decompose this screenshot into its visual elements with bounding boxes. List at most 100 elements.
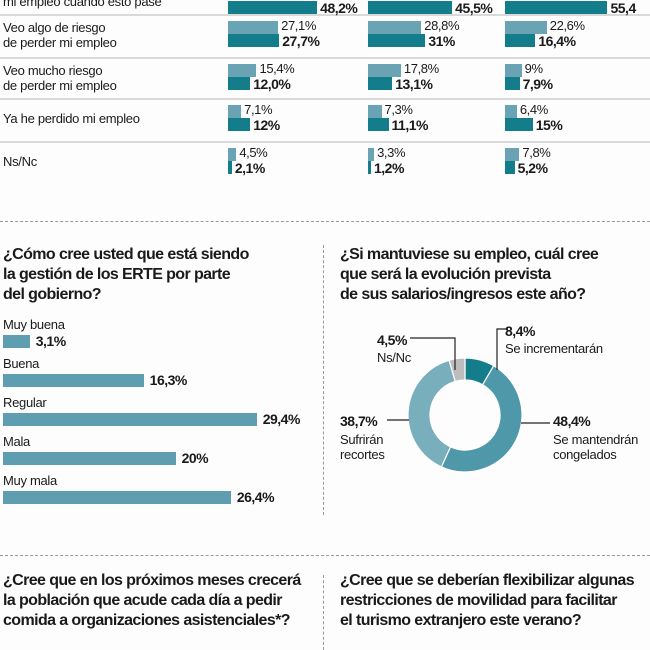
bar-dark [505, 77, 520, 90]
bar [3, 413, 257, 426]
bar-light [505, 105, 517, 118]
label-line: recortes [340, 447, 385, 462]
row-label: mi empleo cuando esto pase [3, 0, 162, 9]
row-label: Veo mucho riesgo de perder mi empleo [3, 63, 117, 93]
value-label-light: 7,8% [522, 145, 551, 160]
bar-light [368, 64, 401, 77]
leader-line [496, 328, 508, 370]
row-divider [0, 57, 650, 59]
bar-category-label: Buena [3, 356, 40, 371]
bar-dark [368, 118, 389, 131]
value-label-dark: 31% [428, 33, 455, 49]
label-line: Se mantendrán [553, 432, 638, 447]
title-line: el turismo extranjero este verano? [340, 612, 582, 629]
value-label-light: 27,1% [281, 18, 316, 33]
slice-label-nsnc: Ns/Nc [377, 350, 411, 365]
erte-question-title: ¿Cómo cree usted que está siendo la gest… [3, 245, 249, 305]
bar-dark [368, 77, 393, 90]
label-line: de perder mi empleo [3, 35, 117, 50]
bar-light [368, 148, 375, 161]
bar-light [505, 21, 547, 34]
bar-dark [228, 1, 318, 14]
label-line: congelados [553, 447, 617, 462]
row-label: Veo algo de riesgo de perder mi empleo [3, 20, 117, 50]
value-label-light: 22,6% [549, 18, 585, 33]
bar-dark [228, 118, 251, 131]
bar-category-label: Mala [3, 434, 30, 449]
row-label: Ya he perdido mi empleo [3, 111, 140, 126]
value-label-light: 7,1% [244, 102, 273, 117]
bar-light [228, 21, 279, 34]
bar [3, 491, 231, 504]
salary-donut-chart [387, 328, 550, 473]
bar-value-label: 29,4% [262, 411, 301, 427]
bar-value-label: 16,3% [149, 372, 188, 388]
label-line: Sufrirán [340, 432, 384, 447]
title-line: comida a organizaciones asistenciales*? [3, 612, 291, 629]
row-divider [0, 14, 650, 16]
value-label-dark: 16,4% [538, 33, 576, 49]
value-label-light: 6,4% [519, 102, 548, 117]
slice-value-cuts: 38,7% [340, 413, 378, 429]
value-label-dark: 2,1% [234, 160, 265, 176]
title-line: la población que acude cada día a pedir [3, 592, 283, 609]
bar-dark [368, 1, 453, 14]
label-line: Veo mucho riesgo [3, 63, 103, 78]
bar [3, 452, 176, 465]
bar-light [505, 64, 522, 77]
bar-dark [505, 118, 533, 131]
label-line: Ns/Nc [3, 154, 37, 169]
value-label-dark: 1,2% [374, 160, 404, 176]
bar-light [505, 148, 520, 161]
tourism-question-title: ¿Cree que se deberían flexibilizar algun… [340, 571, 635, 631]
bar-dark [228, 161, 232, 174]
bar-category-label: Muy mala [3, 473, 57, 488]
title-line: de sus salarios/ingresos este año? [340, 286, 586, 303]
bar-dark [228, 34, 280, 47]
label-line: Veo algo de riesgo [3, 20, 106, 35]
value-label-dark: 11,1% [391, 117, 429, 133]
bar-category-label: Muy buena [3, 317, 65, 332]
title-line: ¿Cree que se deberían flexibilizar algun… [340, 572, 635, 589]
value-label-dark: 12,0% [253, 76, 291, 92]
value-label-dark: 55,4 [610, 0, 636, 16]
column-divider [323, 245, 324, 515]
bar-dark [368, 34, 426, 47]
row-label: Ns/Nc [3, 154, 37, 169]
column-divider [323, 575, 324, 650]
food-aid-question-title: ¿Cree que en los próximos meses crecerá … [3, 571, 301, 631]
bar-value-label: 20% [181, 450, 209, 466]
value-label-dark: 15% [535, 117, 563, 133]
bar [3, 335, 30, 348]
value-label-light: 28,8% [424, 18, 460, 33]
bar-light [368, 105, 382, 118]
title-line: ¿Cómo cree usted que está siendo [3, 246, 249, 263]
value-label-light: 3,3% [377, 145, 406, 160]
slice-value-frozen: 48,4% [553, 413, 591, 429]
salary-question-title: ¿Si mantuviese su empleo, cuál cree que … [340, 245, 599, 305]
label-line: de perder mi empleo [3, 78, 117, 93]
slice-value-nsnc: 4,5% [377, 332, 407, 348]
bar-light [368, 21, 422, 34]
value-label-dark: 48,2% [320, 0, 358, 16]
value-label-dark: 13,1% [395, 76, 433, 92]
bar [3, 374, 144, 387]
bar-value-label: 26,4% [236, 489, 275, 505]
donut-slice [407, 359, 456, 468]
bar-light [228, 148, 237, 161]
bar-dark [505, 161, 515, 174]
value-label-light: 4,5% [239, 145, 268, 160]
slice-label-cuts: Sufrirán recortes [340, 432, 385, 462]
donut-slice [440, 364, 523, 473]
slice-label-frozen: Se mantendrán congelados [553, 432, 638, 462]
bar-light [228, 105, 242, 118]
bar-dark [368, 161, 371, 174]
bar-dark [228, 77, 251, 90]
leader-line [410, 337, 456, 370]
title-line: restricciones de movilidad para facilita… [340, 592, 617, 609]
value-label-light: 15,4% [259, 61, 295, 76]
slice-label-increase: Se incrementarán [505, 341, 603, 356]
title-line: ¿Cree que en los próximos meses crecerá [3, 572, 301, 589]
bar-light [228, 64, 257, 77]
row-divider [0, 98, 650, 100]
